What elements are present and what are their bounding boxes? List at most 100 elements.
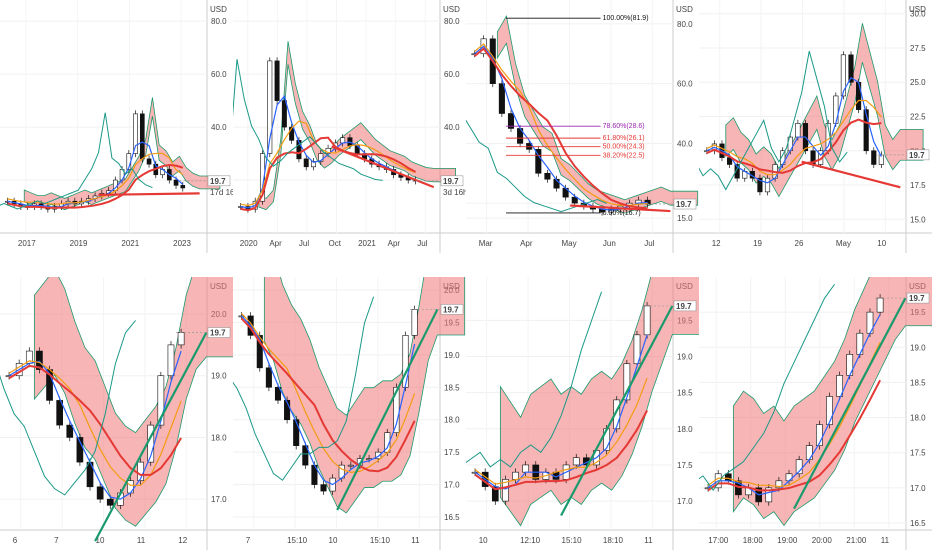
chart-panel-3[interactable]: USD15.020.040.060.080.0MarAprMayJunJul19… — [466, 0, 699, 253]
candle — [127, 480, 134, 494]
x-tick-label: 6 — [13, 536, 18, 545]
chart-panel-6[interactable]: USD16.517.017.518.018.519.019.520.0715:1… — [233, 277, 466, 550]
kijun-line — [8, 360, 182, 486]
last-price-tag — [440, 175, 464, 187]
y-tick-label: 19.0 — [211, 372, 227, 381]
x-tick-label: 10 — [96, 536, 105, 545]
candle — [284, 399, 291, 421]
candle — [836, 375, 843, 397]
y-tick-label: 18.5 — [444, 383, 460, 392]
candle — [816, 424, 823, 446]
x-tick-label: 11 — [644, 536, 653, 545]
chart-panel-8[interactable]: USD16.517.017.518.018.519.019.517:0018:0… — [699, 277, 932, 550]
x-tick-label: 2023 — [173, 239, 191, 248]
candle — [522, 464, 529, 473]
candle — [311, 161, 316, 168]
candle — [775, 480, 783, 489]
chart-panel-7[interactable]: USD17.017.518.018.519.019.51012:1015:101… — [466, 277, 699, 550]
y-tick-label: 19.0 — [910, 343, 926, 352]
candle — [281, 100, 287, 128]
chikou-line — [466, 291, 603, 468]
x-tick-label: 15:10 — [370, 536, 391, 545]
candle — [863, 109, 869, 152]
candle — [734, 164, 740, 179]
y-tick-label: 17.5 — [444, 448, 460, 457]
last-price-label: 19.7 — [676, 302, 692, 311]
y-tick-label: 19.0 — [444, 351, 460, 360]
trendline — [570, 204, 671, 213]
candle — [66, 424, 74, 438]
x-tick-label: 11 — [137, 536, 146, 545]
last-price-tag — [906, 149, 930, 161]
chart-panel-1[interactable]: USD20.040.060.080.0201720192021202319.71… — [0, 0, 233, 253]
ma-line — [7, 164, 184, 209]
candle — [498, 83, 505, 114]
x-tick-label: 17:00 — [708, 536, 729, 545]
y-tick-label: 19.0 — [677, 353, 693, 362]
candle — [106, 498, 114, 506]
last-price-label: 19.7 — [210, 329, 226, 338]
chart-panel-2[interactable]: USD20.040.060.080.02020AprJulOct2021AprJ… — [233, 0, 466, 253]
x-tick-label: 10 — [877, 239, 886, 248]
candle — [795, 459, 803, 475]
candle — [267, 60, 273, 154]
candle — [840, 54, 846, 97]
candle — [133, 113, 138, 154]
candle — [36, 350, 43, 370]
candle — [347, 464, 354, 467]
x-tick-label: 2020 — [240, 239, 258, 248]
chart-svg-4: USD15.017.520.022.525.027.530.0121926May… — [699, 0, 932, 253]
kijun-line — [7, 152, 184, 205]
currency-label: USD — [909, 5, 926, 14]
ma-line — [8, 364, 182, 476]
currency-label: USD — [210, 5, 227, 14]
last-price-label: 19.7 — [676, 200, 692, 209]
x-tick-label: 20:00 — [812, 536, 833, 545]
countdown-label: 3d 16h — [443, 188, 466, 197]
candle — [795, 123, 801, 138]
y-tick-label: 80.0 — [677, 20, 693, 29]
y-tick-label: 40.0 — [677, 139, 693, 148]
x-tick-label: Mar — [479, 239, 493, 248]
x-tick-label: Jul — [644, 239, 654, 248]
candle — [256, 335, 263, 369]
x-tick-label: 12 — [178, 536, 187, 545]
x-tick-label: 11 — [881, 536, 890, 545]
x-tick-label: 21:00 — [846, 536, 867, 545]
countdown-label: 17d 16h — [210, 188, 233, 197]
kijun-line — [474, 377, 648, 485]
tenkan-line — [707, 314, 881, 496]
candle — [167, 344, 175, 377]
candle — [535, 149, 542, 174]
chart-panel-4[interactable]: USD15.017.520.022.525.027.530.0121926May… — [699, 0, 932, 253]
x-tick-label: Apr — [388, 239, 401, 248]
last-price-label: 19.7 — [443, 305, 459, 314]
x-tick-label: 12:10 — [520, 536, 541, 545]
candle — [146, 158, 152, 165]
chikou-line — [699, 283, 835, 491]
kijun-line — [241, 312, 416, 473]
y-tick-label: 18.0 — [910, 414, 926, 423]
x-tick-label: 10 — [479, 536, 488, 545]
chart-svg-1: USD20.040.060.080.0201720192021202319.71… — [0, 0, 233, 253]
x-tick-label: Oct — [329, 239, 342, 248]
tenkan-line — [240, 94, 416, 209]
candle — [173, 179, 179, 186]
x-tick-label: 2019 — [70, 239, 88, 248]
candle — [375, 451, 382, 459]
ma-line — [474, 409, 648, 491]
x-tick-label: Jul — [417, 239, 427, 248]
chart-svg-7: USD17.017.518.018.519.019.51012:1015:101… — [466, 277, 699, 550]
chikou-line — [233, 296, 375, 481]
last-price-tag — [673, 198, 697, 210]
x-tick-label: 2021 — [358, 239, 376, 248]
last-price-label: 19.7 — [443, 177, 459, 186]
chart-svg-2: USD20.040.060.080.02020AprJulOct2021AprJ… — [233, 0, 466, 253]
x-tick-label: 10 — [329, 536, 338, 545]
y-tick-label: 17.5 — [910, 449, 926, 458]
trendline — [801, 160, 901, 189]
fib-label: 0.00%(16.7) — [603, 210, 641, 217]
